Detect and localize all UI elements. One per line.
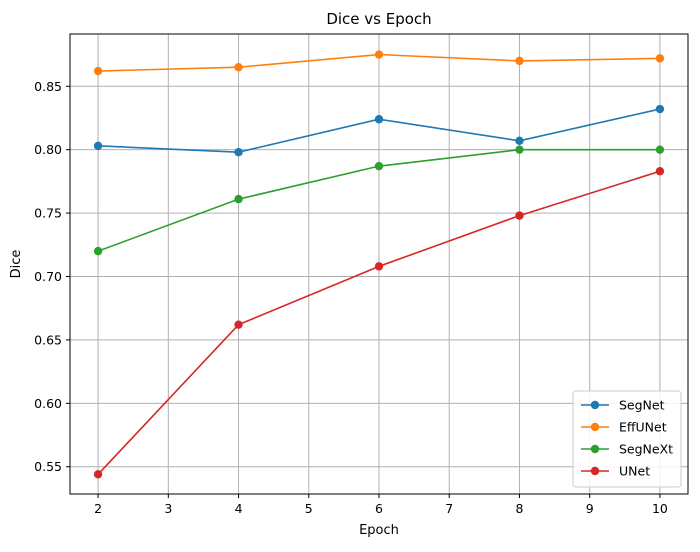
y-tick-label: 0.60 (34, 396, 62, 411)
y-axis-label: Dice (9, 250, 24, 279)
data-point-unet (93, 470, 103, 479)
x-tick-label: 9 (586, 501, 594, 516)
x-tick-label: 10 (652, 501, 668, 516)
y-tick-label: 0.70 (34, 269, 62, 284)
x-axis-label: Epoch (359, 523, 399, 538)
x-tick-label: 2 (94, 501, 102, 516)
legend-marker-unet (590, 466, 600, 476)
legend-label-effunet: EffUNet (619, 420, 667, 435)
x-tick-label: 5 (305, 501, 313, 516)
data-point-segnext (234, 194, 243, 204)
legend-marker-segnet (590, 400, 600, 410)
legend-marker-effunet (590, 422, 600, 432)
legend-marker-segnext (590, 444, 600, 454)
data-point-segnet (234, 148, 243, 157)
data-point-segnet (374, 115, 384, 124)
x-tick-label: 6 (375, 501, 383, 516)
data-point-unet (374, 262, 384, 271)
data-point-segnet (655, 104, 665, 114)
legend-box (572, 390, 682, 488)
data-point-effunet (234, 63, 243, 72)
data-point-effunet (374, 50, 384, 59)
data-point-segnext (655, 145, 665, 154)
data-point-segnet (515, 136, 524, 145)
legend-label-segnet: SegNet (619, 398, 665, 413)
data-point-segnet (93, 141, 103, 151)
data-point-segnext (374, 161, 384, 171)
data-point-effunet (515, 56, 524, 66)
axis-ticks: 2 3 4 5 6 7 8 9 10 0.55 0.60 0.65 0.70 0.75 0.80 0.85 (34, 79, 668, 516)
chart-title: Dice vs Epoch (326, 10, 431, 28)
y-tick-label: 0.80 (34, 142, 62, 157)
series-layer (93, 50, 665, 479)
x-tick-label: 3 (164, 501, 172, 516)
x-tick-label: 4 (235, 501, 243, 516)
data-point-effunet (93, 66, 103, 76)
y-tick-label: 0.55 (34, 459, 62, 474)
legend-label-segnext: SegNeXt (619, 442, 673, 457)
data-point-unet (655, 167, 665, 176)
x-tick-label: 8 (515, 501, 523, 516)
legend-label-unet: UNet (619, 464, 650, 479)
y-tick-label: 0.85 (34, 79, 62, 94)
y-tick-label: 0.75 (34, 206, 62, 221)
data-point-segnext (93, 246, 103, 256)
legend: SegNet EffUNet SegNeXt UNet (572, 390, 682, 488)
data-point-effunet (655, 54, 665, 63)
y-tick-label: 0.65 (34, 332, 62, 347)
data-point-unet (515, 211, 524, 220)
x-tick-label: 7 (445, 501, 453, 516)
data-point-unet (234, 320, 243, 329)
data-point-segnext (515, 145, 524, 154)
